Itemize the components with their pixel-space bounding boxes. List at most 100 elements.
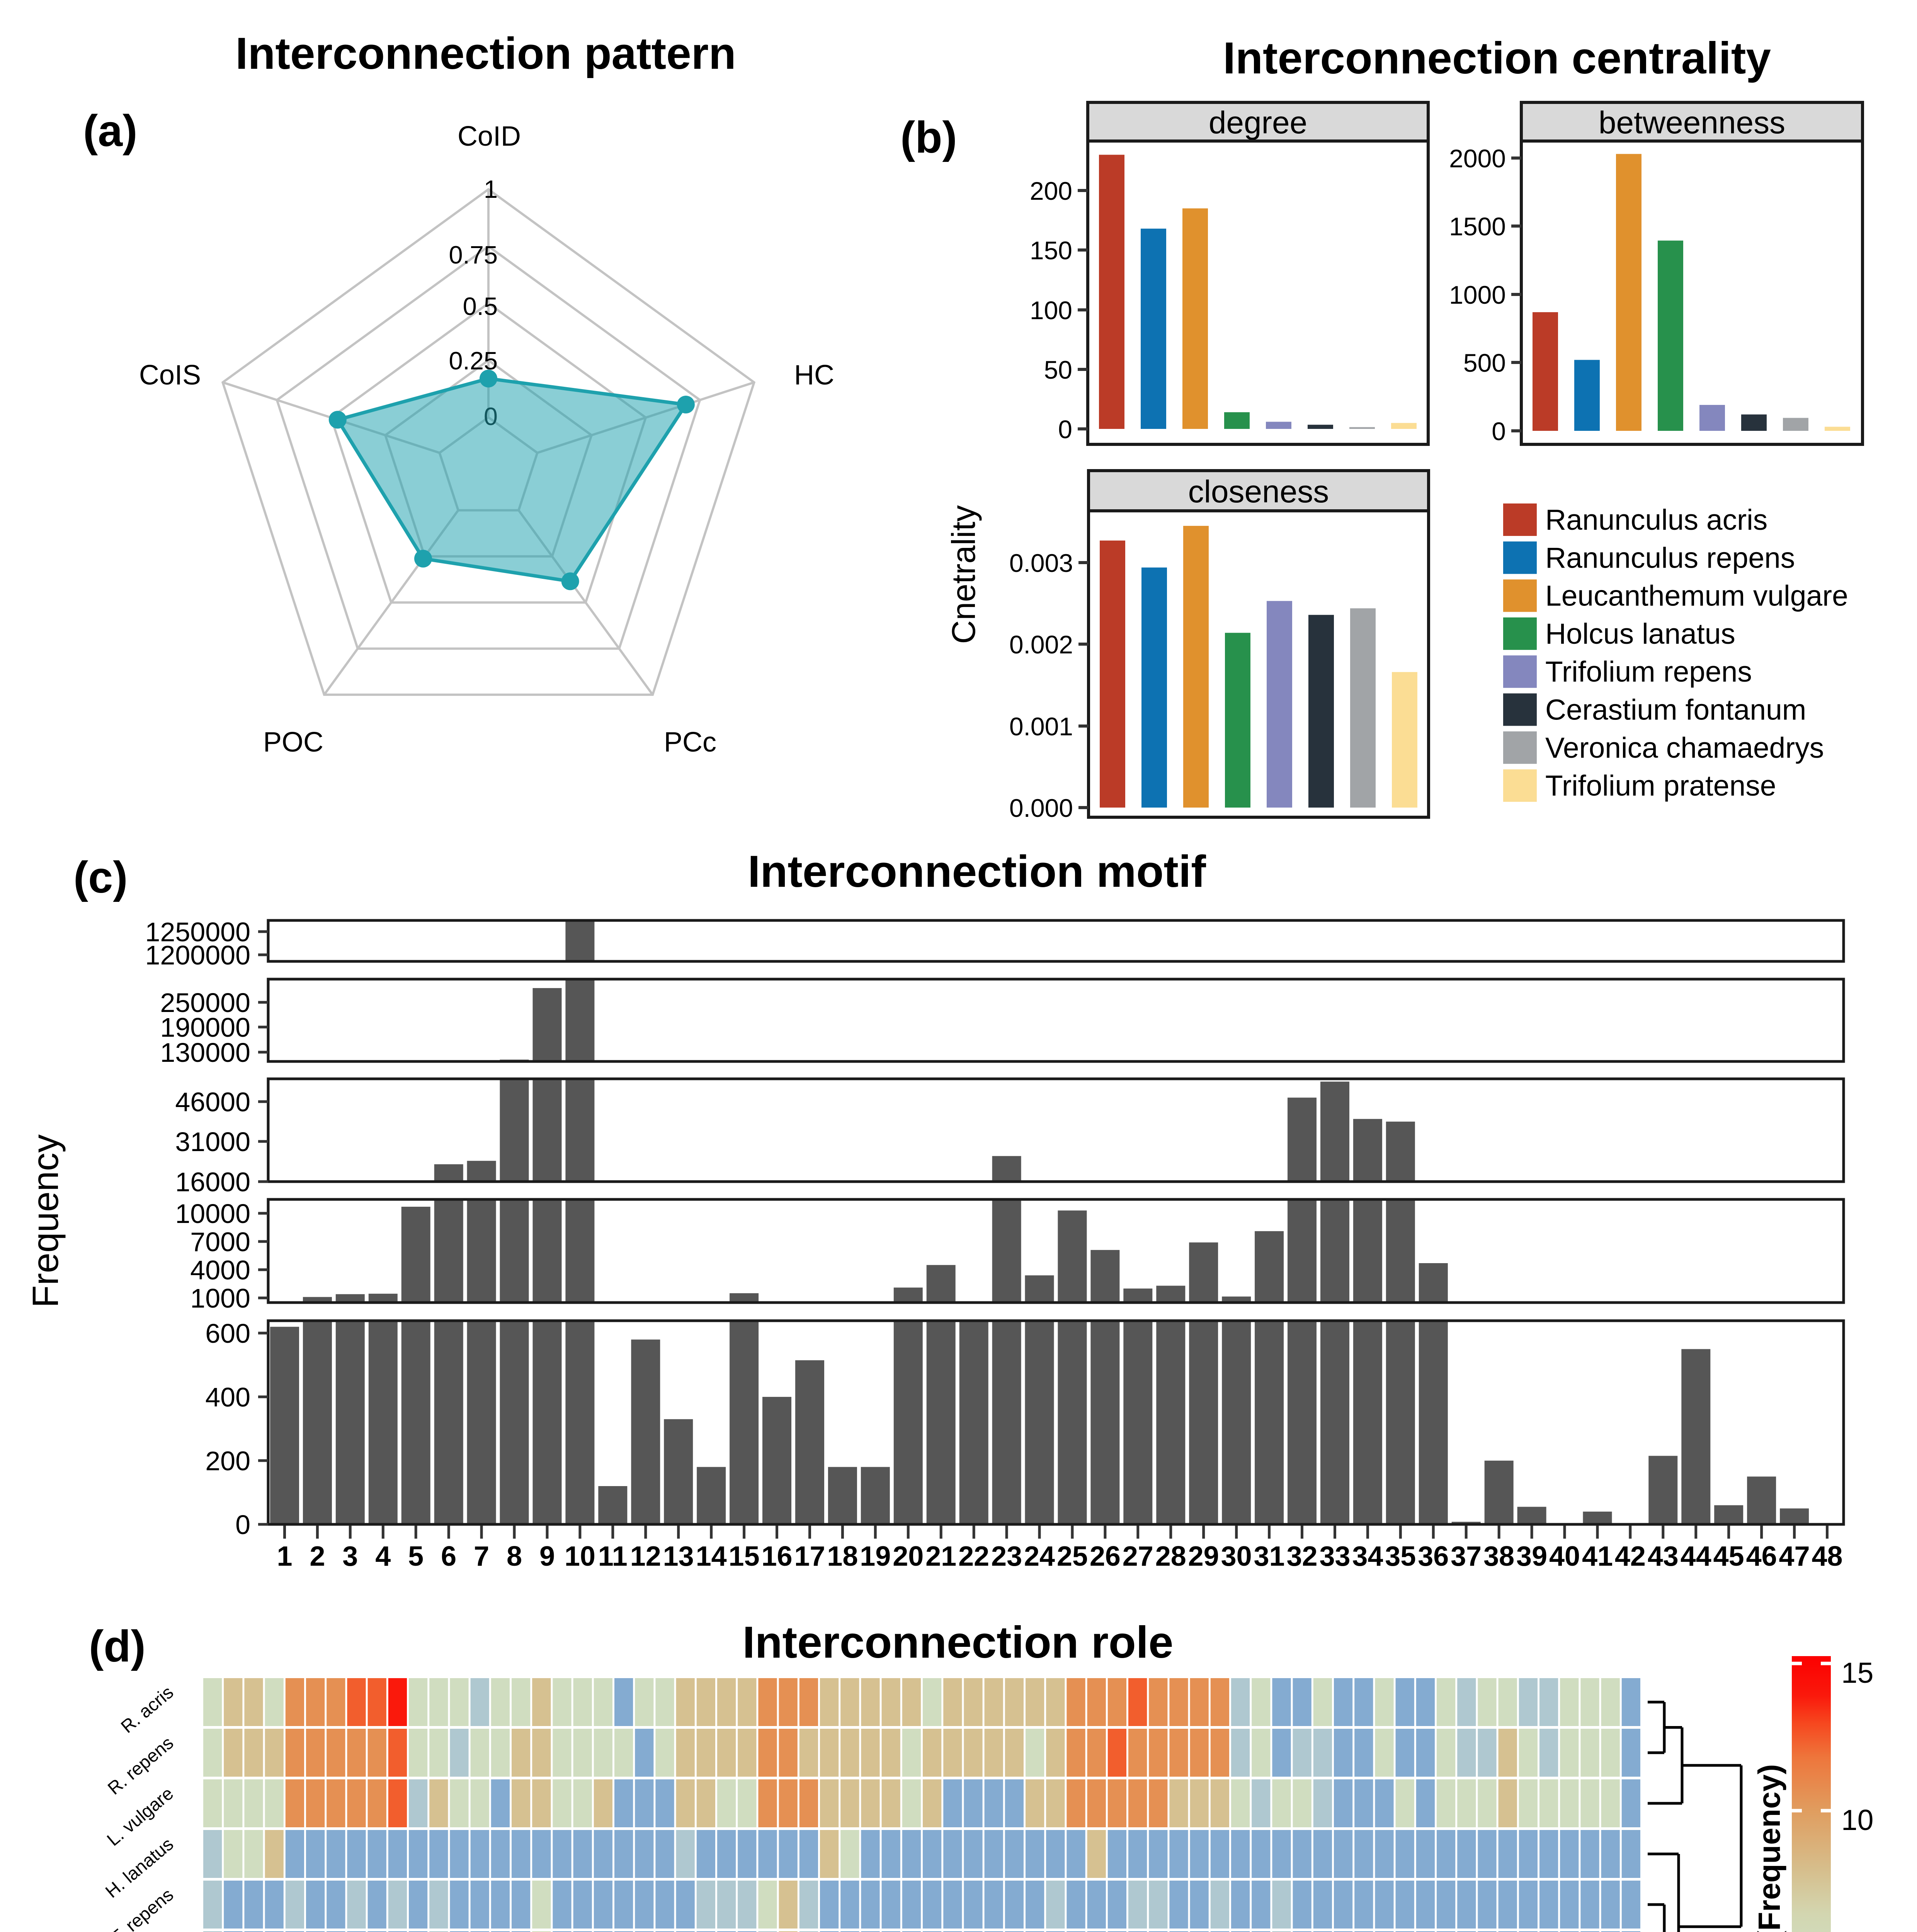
svg-text:0: 0 [235,1510,250,1540]
svg-text:closeness: closeness [1188,474,1329,509]
svg-text:33: 33 [1319,1541,1350,1572]
svg-text:15: 15 [729,1541,760,1572]
svg-text:1: 1 [277,1541,292,1572]
svg-text:28: 28 [1155,1541,1186,1572]
svg-text:CoID: CoID [458,121,521,152]
svg-text:20: 20 [893,1541,924,1572]
svg-text:46000: 46000 [175,1087,250,1117]
svg-text:HC: HC [794,360,834,391]
svg-text:8: 8 [507,1541,522,1572]
svg-text:0: 0 [1058,415,1072,444]
svg-text:0.000: 0.000 [1009,794,1073,822]
svg-text:2000: 2000 [1449,144,1506,173]
svg-text:Ranunculus repens: Ranunculus repens [1545,541,1795,574]
svg-text:6: 6 [441,1541,456,1572]
svg-text:7000: 7000 [190,1227,250,1257]
svg-text:34: 34 [1352,1541,1383,1572]
svg-text:7: 7 [474,1541,489,1572]
svg-text:39: 39 [1516,1541,1547,1572]
svg-text:14: 14 [696,1541,727,1572]
svg-text:Interconnection centrality: Interconnection centrality [1223,33,1771,83]
svg-text:4: 4 [375,1541,391,1572]
svg-text:1250000: 1250000 [145,917,250,947]
svg-text:45: 45 [1713,1541,1744,1572]
svg-text:21: 21 [925,1541,956,1572]
svg-text:190000: 190000 [160,1012,250,1043]
svg-text:30: 30 [1221,1541,1252,1572]
svg-text:35: 35 [1385,1541,1416,1572]
svg-text:32: 32 [1286,1541,1317,1572]
svg-text:(a): (a) [83,106,138,156]
svg-text:10000: 10000 [175,1199,250,1229]
svg-text:12: 12 [630,1541,661,1572]
svg-text:37: 37 [1451,1541,1482,1572]
svg-text:100: 100 [1030,296,1072,325]
svg-text:130000: 130000 [160,1037,250,1068]
svg-text:22: 22 [958,1541,989,1572]
svg-text:200: 200 [1030,177,1072,205]
svg-text:5: 5 [408,1541,424,1572]
svg-text:18: 18 [827,1541,858,1572]
svg-text:24: 24 [1024,1541,1055,1572]
svg-text:(d): (d) [89,1622,146,1671]
svg-text:Cerastium fontanum: Cerastium fontanum [1545,694,1806,726]
svg-text:0.001: 0.001 [1009,712,1073,741]
svg-text:Interconnection motif: Interconnection motif [748,846,1206,896]
svg-text:degree: degree [1209,105,1307,140]
svg-text:29: 29 [1188,1541,1219,1572]
svg-text:15: 15 [1841,1656,1873,1689]
svg-text:0: 0 [1492,417,1506,446]
svg-text:1200000: 1200000 [145,940,250,970]
svg-text:31000: 31000 [175,1127,250,1157]
svg-text:2: 2 [310,1541,325,1572]
svg-text:PCc: PCc [664,727,716,758]
svg-text:0.002: 0.002 [1009,630,1073,659]
svg-text:0.003: 0.003 [1009,549,1073,577]
svg-text:47: 47 [1779,1541,1810,1572]
svg-text:43: 43 [1648,1541,1679,1572]
svg-text:Leucanthemum vulgare: Leucanthemum vulgare [1545,580,1848,612]
svg-text:Veronica chamaedrys: Veronica chamaedrys [1545,731,1824,764]
svg-text:27: 27 [1123,1541,1153,1572]
svg-text:Holcus lanatus: Holcus lanatus [1545,617,1735,650]
svg-text:Ranunculus acris: Ranunculus acris [1545,503,1767,536]
svg-text:11: 11 [598,1541,628,1572]
svg-text:(c): (c) [73,853,128,902]
svg-text:10: 10 [1841,1804,1873,1836]
svg-text:ln(Frequency): ln(Frequency) [1752,1764,1786,1932]
svg-text:(b): (b) [900,113,957,162]
svg-text:Trifolium repens: Trifolium repens [1545,655,1752,688]
svg-text:10: 10 [565,1541,595,1572]
svg-text:0.5: 0.5 [463,292,498,320]
svg-text:CoIS: CoIS [139,360,201,391]
svg-text:400: 400 [205,1382,250,1412]
svg-text:Interconnection role: Interconnection role [742,1617,1173,1667]
svg-text:19: 19 [860,1541,891,1572]
svg-text:36: 36 [1418,1541,1449,1572]
svg-text:31: 31 [1254,1541,1285,1572]
svg-text:250000: 250000 [160,988,250,1018]
svg-text:4000: 4000 [190,1255,250,1285]
svg-text:Interconnection pattern: Interconnection pattern [235,28,736,78]
svg-text:42: 42 [1615,1541,1646,1572]
svg-text:Trifolium pratense: Trifolium pratense [1545,769,1776,802]
svg-text:44: 44 [1681,1541,1711,1572]
svg-text:16: 16 [761,1541,792,1572]
svg-text:40: 40 [1549,1541,1580,1572]
svg-text:1: 1 [484,175,498,203]
svg-text:1500: 1500 [1449,212,1506,241]
svg-text:150: 150 [1030,236,1072,265]
svg-text:25: 25 [1057,1541,1088,1572]
svg-text:16000: 16000 [175,1167,250,1197]
svg-text:50: 50 [1044,355,1072,384]
svg-text:betweenness: betweenness [1599,105,1785,140]
svg-text:17: 17 [794,1541,825,1572]
svg-text:1000: 1000 [190,1283,250,1313]
svg-text:Frequency: Frequency [25,1134,66,1308]
svg-text:41: 41 [1582,1541,1613,1572]
svg-text:23: 23 [991,1541,1022,1572]
svg-text:1000: 1000 [1449,281,1506,309]
svg-text:48: 48 [1812,1541,1842,1572]
svg-text:600: 600 [205,1318,250,1349]
svg-text:38: 38 [1483,1541,1514,1572]
